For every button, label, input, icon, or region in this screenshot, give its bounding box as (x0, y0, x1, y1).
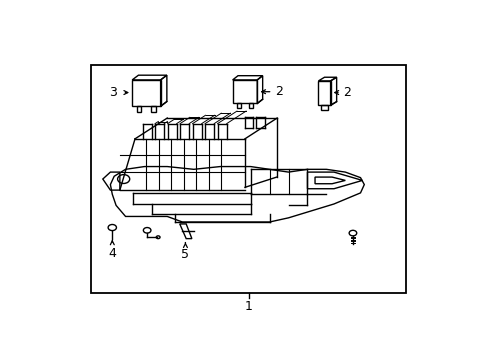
Text: 5: 5 (181, 248, 189, 261)
Text: 4: 4 (108, 247, 116, 260)
Text: 1: 1 (244, 300, 252, 312)
Text: 2: 2 (343, 86, 350, 99)
Text: 3: 3 (109, 86, 117, 99)
Text: 2: 2 (275, 85, 283, 98)
